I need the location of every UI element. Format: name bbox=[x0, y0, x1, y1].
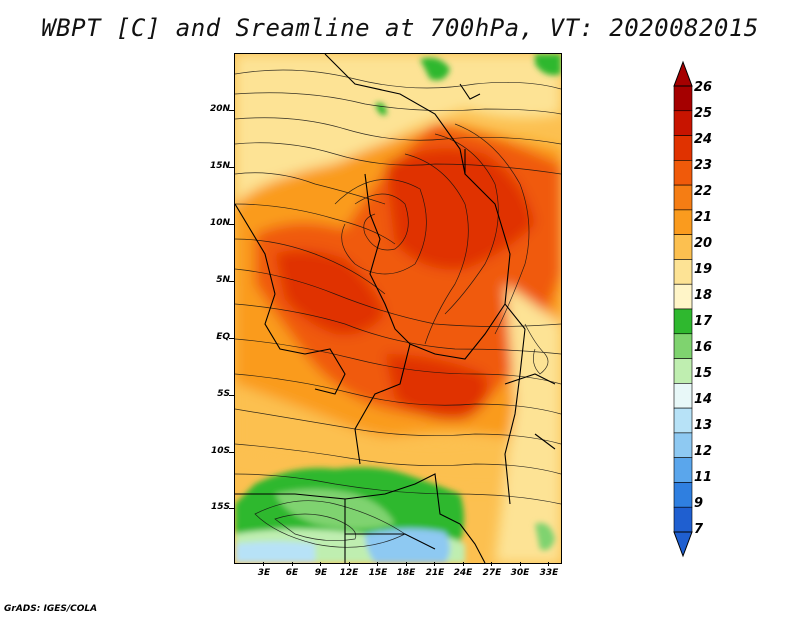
colorbar-bottom-arrow bbox=[673, 531, 693, 558]
chart-title: WBPT [C] and Sreamline at 700hPa, VT: 20… bbox=[41, 14, 759, 42]
colorbar-swatch bbox=[673, 333, 693, 359]
colorbar-label: 15 bbox=[694, 366, 713, 381]
colorbar-swatch bbox=[673, 110, 693, 136]
lat-label: 5S bbox=[217, 389, 230, 399]
lon-label: 6E bbox=[285, 568, 299, 578]
colorbar-swatch bbox=[673, 160, 693, 186]
lon-label: 9E bbox=[314, 568, 328, 578]
lon-tick bbox=[349, 562, 350, 566]
lat-tick bbox=[229, 167, 234, 168]
colorbar-label: 22 bbox=[694, 184, 713, 199]
colorbar-label: 12 bbox=[694, 444, 713, 459]
colorbar bbox=[673, 60, 693, 558]
lon-tick bbox=[406, 562, 407, 566]
country-borders bbox=[235, 54, 556, 563]
lat-label: 15S bbox=[210, 502, 230, 512]
colorbar-swatch bbox=[673, 135, 693, 161]
lat-label: 10S bbox=[210, 446, 230, 456]
lon-tick bbox=[491, 562, 492, 566]
lon-tick bbox=[434, 562, 435, 566]
colorbar-label: 14 bbox=[694, 392, 713, 407]
colorbar-label: 20 bbox=[694, 236, 713, 251]
lon-label: 30E bbox=[510, 568, 530, 578]
lat-tick bbox=[229, 110, 234, 111]
colorbar-label: 19 bbox=[694, 262, 713, 277]
colorbar-swatch bbox=[673, 506, 693, 533]
lon-label: 12E bbox=[339, 568, 359, 578]
lon-tick bbox=[263, 562, 264, 566]
colorbar-label: 13 bbox=[694, 418, 713, 433]
colorbar-swatch bbox=[673, 283, 693, 310]
lat-label: EQ bbox=[216, 332, 230, 342]
lat-label: 20N bbox=[209, 104, 230, 114]
colorbar-label: 9 bbox=[694, 496, 704, 511]
lon-label: 15E bbox=[368, 568, 388, 578]
lon-tick bbox=[463, 562, 464, 566]
colorbar-label: 21 bbox=[694, 210, 713, 225]
colorbar-label: 11 bbox=[694, 470, 713, 485]
lon-tick bbox=[377, 562, 378, 566]
colorbar-label: 25 bbox=[694, 106, 713, 121]
lon-tick bbox=[520, 562, 521, 566]
colorbar-swatch bbox=[673, 358, 693, 384]
colorbar-swatch bbox=[673, 308, 693, 335]
lon-tick bbox=[320, 562, 321, 566]
footer-credit: GrADS: IGES/COLA bbox=[4, 604, 98, 614]
map-panel bbox=[234, 53, 562, 564]
lat-tick bbox=[229, 452, 234, 453]
lon-label: 33E bbox=[539, 568, 559, 578]
colorbar-label: 26 bbox=[694, 80, 713, 95]
wbpt-field bbox=[235, 54, 561, 563]
lon-tick bbox=[292, 562, 293, 566]
lat-label: 5N bbox=[216, 275, 230, 285]
lat-tick bbox=[229, 508, 234, 509]
lat-tick bbox=[229, 281, 234, 282]
colorbar-swatch bbox=[673, 482, 693, 508]
colorbar-swatch bbox=[673, 234, 693, 260]
colorbar-swatch bbox=[673, 184, 693, 211]
colorbar-swatch bbox=[673, 457, 693, 483]
colorbar-top-arrow bbox=[673, 60, 693, 87]
colorbar-swatch bbox=[673, 85, 693, 112]
colorbar-label: 16 bbox=[694, 340, 713, 355]
colorbar-swatch bbox=[673, 432, 693, 458]
lat-tick bbox=[229, 338, 234, 339]
colorbar-swatch bbox=[673, 259, 693, 285]
lon-label: 27E bbox=[482, 568, 502, 578]
colorbar-label: 24 bbox=[694, 132, 713, 147]
colorbar-label: 18 bbox=[694, 288, 713, 303]
colorbar-swatch bbox=[673, 383, 693, 409]
lon-label: 3E bbox=[257, 568, 271, 578]
colorbar-label: 23 bbox=[694, 158, 713, 173]
lon-label: 18E bbox=[396, 568, 416, 578]
colorbar-label: 7 bbox=[694, 522, 704, 537]
colorbar-swatch bbox=[673, 209, 693, 235]
lat-label: 10N bbox=[209, 218, 230, 228]
lat-label: 15N bbox=[209, 161, 230, 171]
lon-label: 21E bbox=[425, 568, 445, 578]
lat-tick bbox=[229, 395, 234, 396]
lat-tick bbox=[229, 224, 234, 225]
colorbar-label: 17 bbox=[694, 314, 713, 329]
colorbar-swatch bbox=[673, 407, 693, 434]
lon-label: 24E bbox=[453, 568, 473, 578]
lon-tick bbox=[548, 562, 549, 566]
